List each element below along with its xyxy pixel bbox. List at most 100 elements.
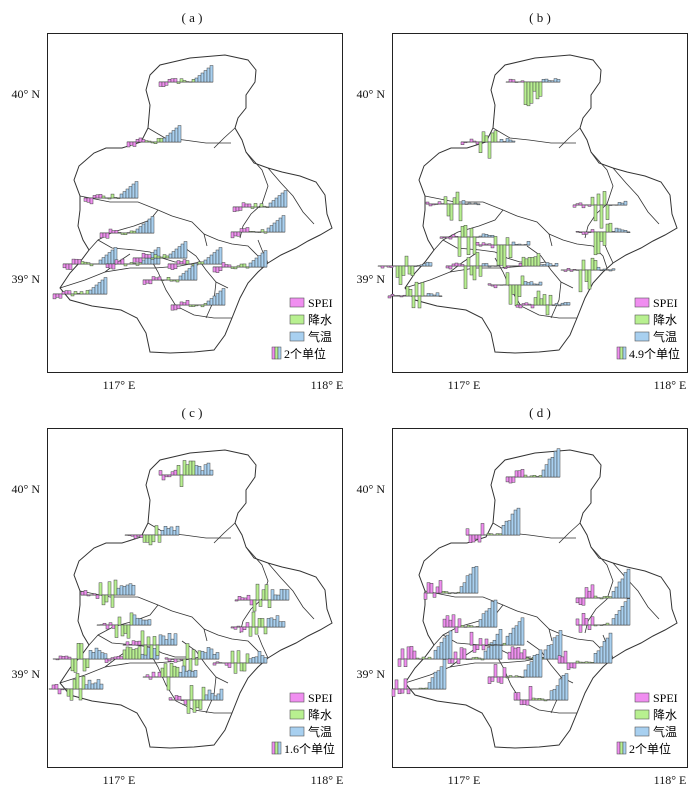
temp-bar (546, 645, 551, 660)
spei-bar (58, 655, 63, 660)
spei-bar (451, 234, 456, 238)
spei-bar (518, 263, 523, 267)
spei-bar (86, 594, 91, 597)
precip-bar (605, 223, 610, 233)
spei-bar (474, 534, 479, 540)
precip-bar (599, 597, 604, 600)
spei-bar (423, 592, 428, 600)
temp-bar (555, 685, 560, 701)
precip-bar (142, 534, 147, 543)
precip-bar (264, 584, 269, 601)
spei-bar (524, 302, 529, 306)
precip-bar (525, 657, 530, 660)
temp-bar (197, 75, 202, 83)
temp-bar (492, 639, 497, 660)
precip-bar (236, 265, 241, 268)
precip-bar (191, 649, 196, 660)
spei-bar (508, 78, 513, 83)
precip-bar (185, 643, 190, 660)
precip-bar (578, 269, 583, 293)
spei-bar (212, 662, 217, 666)
temp-bar (282, 589, 287, 601)
temp-bar (596, 266, 601, 271)
spei-bar (590, 584, 595, 599)
precip-bar (117, 232, 122, 234)
spei-bar (74, 258, 79, 265)
temp-bar (132, 614, 137, 626)
spei-bar (242, 626, 247, 630)
scale-bar (274, 346, 279, 360)
precip-bar (129, 612, 134, 626)
precip-bar (417, 295, 422, 309)
precip-bar (154, 525, 159, 536)
temp-bar (611, 231, 616, 233)
temp-bar (99, 683, 104, 690)
precip-bar (163, 663, 168, 678)
spei-bar (478, 244, 483, 247)
spei-bar (183, 699, 188, 705)
spei-bar (236, 625, 241, 628)
spei-bar (432, 592, 437, 598)
temp-bar (510, 513, 515, 536)
precip-bar (593, 624, 598, 627)
temp-bar (138, 226, 143, 234)
precip-bar (198, 699, 203, 710)
spei-bar (98, 194, 103, 199)
temp-bar (268, 202, 273, 208)
precip-bar (200, 304, 205, 308)
spei-bar (111, 230, 116, 234)
temp-bar (425, 261, 430, 267)
station-glyph (505, 448, 561, 484)
temp-bar (430, 677, 435, 690)
precip-bar (79, 291, 84, 295)
temp-bar (271, 200, 276, 208)
spei-bar (397, 688, 402, 695)
temp-bar (511, 140, 516, 143)
temp-bar (276, 594, 281, 601)
precip-bar (493, 130, 498, 143)
temp-bar (215, 249, 220, 265)
spei-bar (519, 652, 524, 660)
temp-bar (439, 666, 444, 690)
spei-bar (472, 644, 477, 653)
spei-bar (130, 534, 135, 537)
temp-bar (269, 617, 274, 628)
precip-bar (192, 699, 197, 713)
precip-legend-swatch (634, 709, 650, 720)
precip-bar (185, 464, 190, 476)
precip-bar (471, 657, 476, 660)
spei-bar (139, 534, 144, 538)
lon-label-117: 117° E (102, 773, 136, 787)
spei-bar (236, 231, 241, 237)
temp-bar (248, 262, 253, 268)
temp-bar (128, 186, 133, 199)
temp-bar (103, 277, 108, 295)
temp-bar (254, 257, 259, 268)
spei-bar (575, 597, 580, 604)
spei-bar (238, 206, 243, 211)
district-boundary (267, 562, 315, 620)
spei-bar (111, 624, 116, 629)
station-glyph (572, 191, 628, 229)
precip-bar (596, 231, 601, 255)
spei-bar (80, 591, 85, 596)
station-glyph (170, 288, 226, 311)
spei-bar (575, 618, 580, 626)
precip-bar (250, 206, 255, 209)
temp-bar (100, 652, 105, 660)
precip-bar (135, 263, 140, 266)
spei-bar (105, 232, 110, 239)
temp-bar (602, 268, 607, 271)
temp-bar (138, 618, 143, 626)
spei-bar (587, 590, 592, 599)
station-glyph (124, 525, 180, 546)
temp-bar (135, 228, 140, 234)
spei-bar (177, 695, 182, 701)
spei-bar (161, 81, 166, 87)
station-glyph (447, 629, 503, 665)
station-glyph (62, 247, 118, 270)
district-boundary (171, 610, 208, 642)
spei-bar (173, 304, 178, 311)
temp-legend-label: 气温 (308, 724, 332, 739)
